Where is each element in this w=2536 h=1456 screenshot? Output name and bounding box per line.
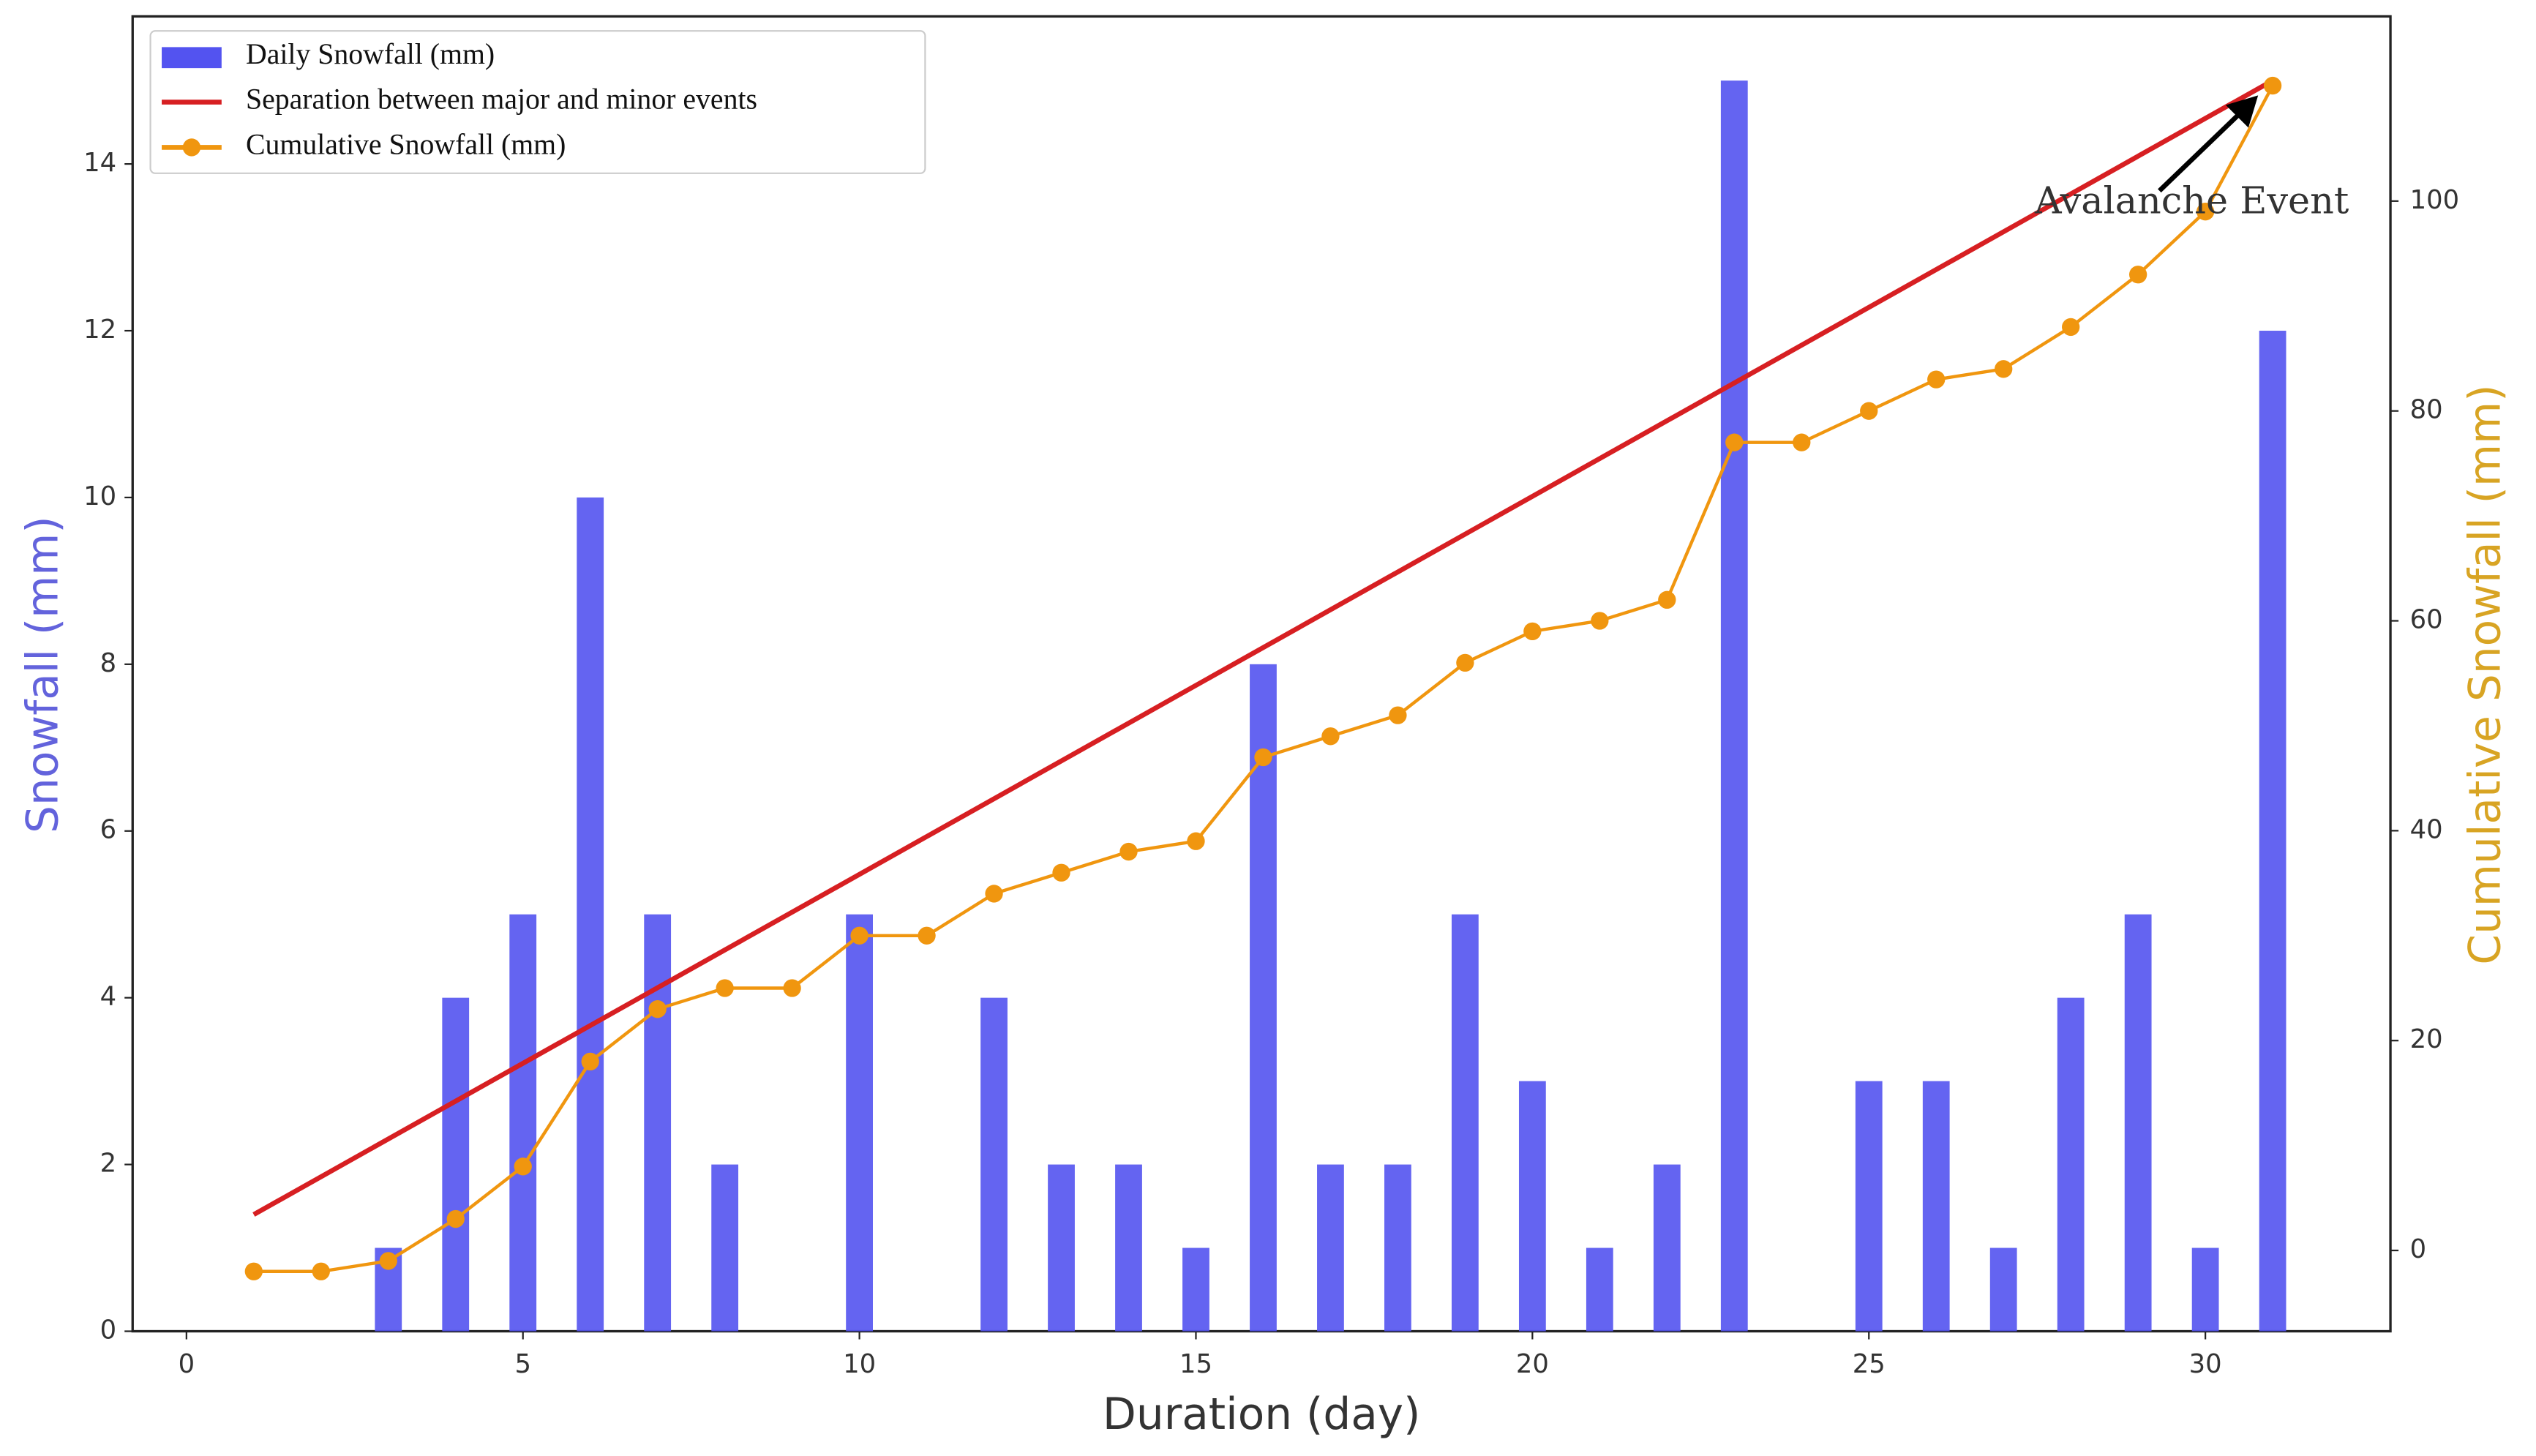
point (514, 1157, 532, 1176)
annotation-arrowhead (2225, 95, 2259, 128)
y2-tick-label: 80 (2410, 395, 2443, 425)
x-tick-label: 5 (514, 1349, 531, 1379)
y-tick-label: 6 (100, 815, 117, 845)
y2-tick-label: 40 (2410, 814, 2443, 844)
bar (1989, 1247, 2017, 1332)
y-tick-label: 8 (100, 648, 117, 678)
y-tick-label: 2 (100, 1149, 117, 1179)
bar (1922, 1081, 1950, 1332)
legend-box (149, 30, 926, 174)
legend-label: Daily Snowfall (mm) (246, 38, 495, 70)
bar (2057, 997, 2085, 1332)
point (1658, 590, 1676, 609)
bar (2259, 331, 2286, 1332)
point (2263, 76, 2282, 95)
point (1591, 612, 1609, 630)
point (918, 926, 936, 945)
y2-tick-label: 20 (2410, 1024, 2443, 1054)
bar (1048, 1164, 1075, 1332)
point (1725, 433, 1744, 451)
point (1927, 370, 1946, 389)
bar (1384, 1164, 1411, 1332)
legend-label: Cumulative Snowfall (mm) (246, 129, 566, 161)
bar (2124, 914, 2152, 1332)
point (716, 979, 734, 997)
point (1995, 360, 2013, 378)
legend-marker (182, 138, 201, 157)
point (244, 1262, 263, 1280)
bar (711, 1164, 739, 1332)
bar (846, 914, 873, 1332)
x-tick-label: 0 (179, 1349, 195, 1379)
y-tick-label: 10 (83, 481, 116, 511)
point (1119, 842, 1138, 861)
point (1321, 727, 1340, 746)
x-tick-label: 30 (2189, 1349, 2222, 1379)
point (648, 1000, 667, 1018)
y-axis-label: Snowfall (mm) (18, 516, 68, 833)
bar (980, 997, 1008, 1332)
legend-swatch (162, 47, 222, 69)
y-tick-label: 12 (83, 315, 116, 345)
bar (1518, 1081, 1546, 1332)
point (1860, 402, 1878, 420)
point (985, 885, 1003, 903)
point (1389, 706, 1407, 724)
point (2196, 203, 2215, 221)
annotation-text: Avalanche Event (2034, 179, 2349, 222)
bar (509, 914, 537, 1332)
annotation-arrow (2158, 106, 2247, 193)
bar (1586, 1247, 1613, 1332)
point (446, 1209, 465, 1228)
y-tick-label: 14 (83, 148, 116, 178)
point (2128, 266, 2147, 284)
x-axis-label: Duration (day) (1103, 1389, 1420, 1440)
bar (1451, 914, 1479, 1332)
point (1793, 433, 1811, 451)
bar (1115, 1164, 1142, 1332)
y2-axis-label: Cumulative Snowfall (mm) (2460, 385, 2510, 965)
bar (2191, 1247, 2219, 1332)
point (1456, 653, 1474, 672)
y-tick-label: 0 (100, 1316, 117, 1346)
y2-tick-label: 100 (2410, 185, 2460, 215)
bar (1720, 80, 1748, 1332)
x-tick-label: 25 (1853, 1349, 1886, 1379)
point (1052, 863, 1070, 882)
x-tick-label: 15 (1179, 1349, 1212, 1379)
bar (577, 497, 604, 1332)
bar (442, 997, 470, 1332)
x-tick-label: 20 (1516, 1349, 1549, 1379)
point (2062, 318, 2080, 337)
y2-tick-label: 0 (2410, 1234, 2426, 1264)
point (1187, 832, 1205, 850)
point (783, 979, 801, 997)
bar (1855, 1081, 1883, 1332)
line (252, 78, 2274, 1217)
point (1254, 748, 1272, 767)
bar (644, 914, 672, 1332)
point (379, 1252, 397, 1270)
legend-label: Separation between major and minor event… (246, 83, 757, 116)
bar (1250, 664, 1277, 1332)
bar (1182, 1247, 1209, 1332)
bar (1653, 1164, 1681, 1332)
point (312, 1262, 330, 1280)
x-tick-label: 10 (843, 1349, 876, 1379)
y2-tick-label: 60 (2410, 605, 2443, 635)
point (581, 1052, 599, 1071)
bar (1317, 1164, 1344, 1332)
point (850, 926, 869, 945)
y-tick-label: 4 (100, 982, 117, 1012)
point (1523, 622, 1542, 641)
